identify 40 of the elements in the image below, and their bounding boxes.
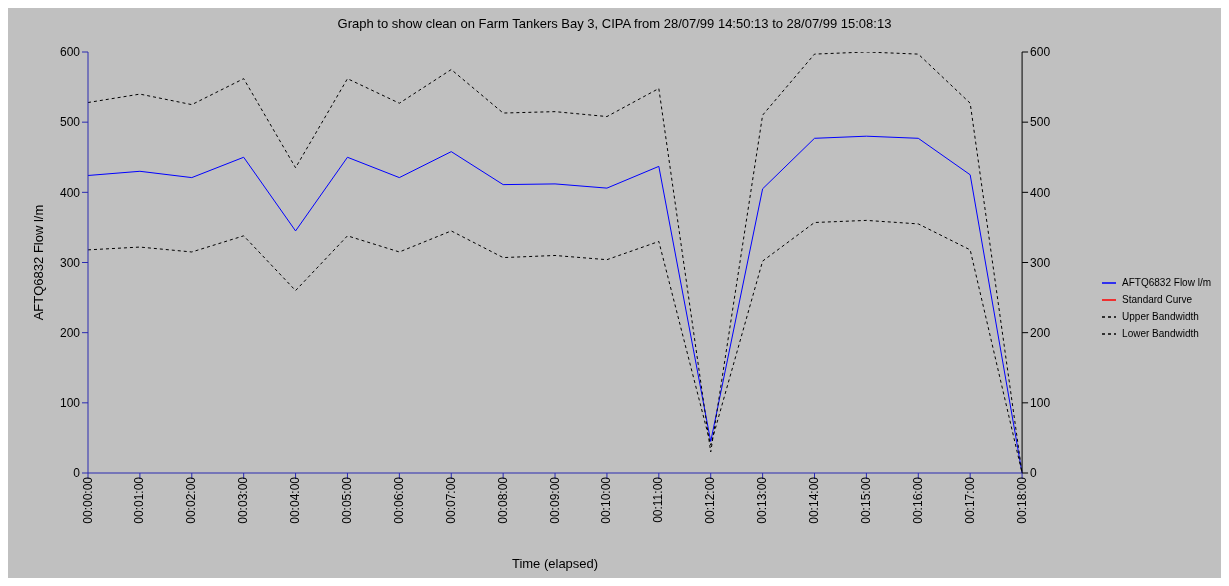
- x-tick-label: 00:00:00: [80, 476, 95, 524]
- x-tick-label: 00:13:00: [755, 476, 770, 524]
- x-tick-label: 00:06:00: [391, 476, 406, 524]
- y-tick-label: 300: [59, 255, 81, 270]
- x-tick-label: 00:17:00: [962, 476, 977, 524]
- y2-tick-label: 100: [1030, 396, 1051, 411]
- x-tick-label: 00:12:00: [703, 476, 718, 524]
- x-tick-label: 00:14:00: [807, 476, 822, 524]
- y-tick-label: 400: [59, 185, 81, 200]
- legend-label: Standard Curve: [1122, 294, 1193, 305]
- y-tick-label: 200: [59, 325, 81, 340]
- x-tick-label: 00:18:00: [1014, 476, 1029, 524]
- x-axis-title: Time (elapsed): [511, 556, 599, 571]
- x-tick-label: 00:09:00: [547, 476, 562, 524]
- y2-tick-label: 200: [1030, 325, 1051, 340]
- x-tick-label: 00:02:00: [184, 476, 199, 524]
- x-tick-label: 00:15:00: [858, 476, 873, 524]
- x-tick-label: 00:16:00: [910, 476, 925, 524]
- y2-tick-label: 300: [1030, 255, 1051, 270]
- legend-label: AFTQ6832 Flow l/m: [1122, 277, 1211, 288]
- y2-tick-label: 400: [1030, 185, 1051, 200]
- x-tick-label: 00:05:00: [339, 476, 354, 524]
- x-tick-label: 00:07:00: [443, 476, 458, 524]
- y-tick-label: 100: [59, 396, 81, 411]
- y2-tick-label: 0: [1030, 466, 1038, 481]
- x-tick-label: 00:10:00: [599, 476, 614, 524]
- y2-tick-label: 600: [1030, 45, 1051, 60]
- y-axis-title: AFTQ6832 Flow l/m: [30, 204, 46, 321]
- x-tick-label: 00:01:00: [132, 476, 147, 524]
- x-tick-label: 00:08:00: [495, 476, 510, 524]
- legend-label: Lower Bandwidth: [1122, 328, 1199, 339]
- y2-tick-label: 500: [1030, 115, 1051, 130]
- y-tick-label: 0: [73, 466, 81, 481]
- x-tick-label: 00:03:00: [236, 476, 251, 524]
- x-tick-label: 00:04:00: [288, 476, 303, 524]
- y-tick-label: 600: [59, 45, 81, 60]
- x-tick-label: 00:11:00: [651, 476, 666, 523]
- chart-title: Graph to show clean on Farm Tankers Bay 3, CIPA from 28/07/99 14:50:13 to 28/07/99 15:08:13: [336, 15, 893, 33]
- y-tick-label: 500: [59, 115, 81, 130]
- legend-label: Upper Bandwidth: [1122, 311, 1199, 322]
